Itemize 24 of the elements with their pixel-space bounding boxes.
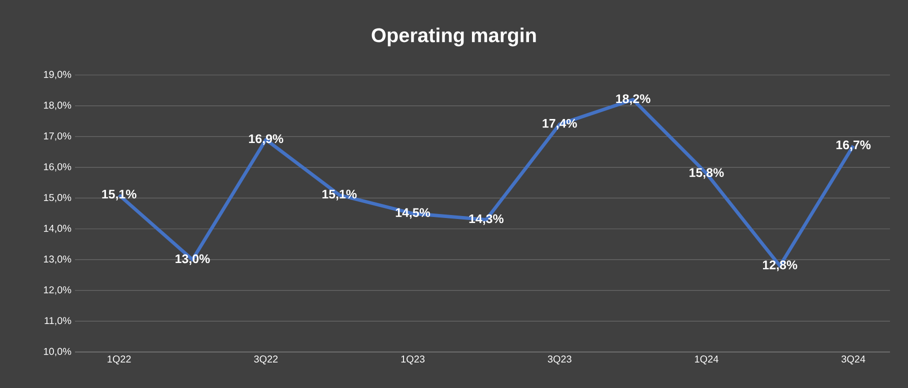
x-tick-label: 3Q22 [254, 356, 278, 364]
x-tick-label: 1Q23 [401, 356, 425, 364]
y-tick-label: 16,0% [44, 163, 72, 172]
data-label: 14,3% [469, 214, 504, 225]
y-tick-label: 12,0% [44, 286, 72, 295]
y-tick-label: 15,0% [44, 194, 72, 202]
data-label: 14,5% [396, 208, 430, 219]
y-tick-label: 10,0% [44, 348, 72, 356]
y-tick-label: 19,0% [44, 70, 72, 80]
data-label: 12,8% [763, 260, 798, 272]
y-tick-label: 17,0% [44, 132, 72, 141]
y-tick-label: 13,0% [44, 256, 72, 264]
y-tick-label: 14,0% [44, 224, 72, 234]
data-label: 15,1% [102, 190, 136, 200]
data-label: 16,7% [836, 140, 871, 152]
x-tick-label: 3Q24 [841, 356, 866, 364]
x-tick-label: 1Q24 [695, 356, 718, 364]
data-label: 13,0% [176, 254, 210, 265]
data-label: 18,2% [616, 94, 650, 105]
y-tick-label: 18,0% [44, 102, 72, 110]
y-tick-label: 11,0% [44, 317, 72, 326]
chart-title: Operating margin [372, 28, 536, 46]
x-tick-label: 1Q22 [108, 356, 131, 364]
x-tick-label: 3Q23 [548, 356, 572, 364]
